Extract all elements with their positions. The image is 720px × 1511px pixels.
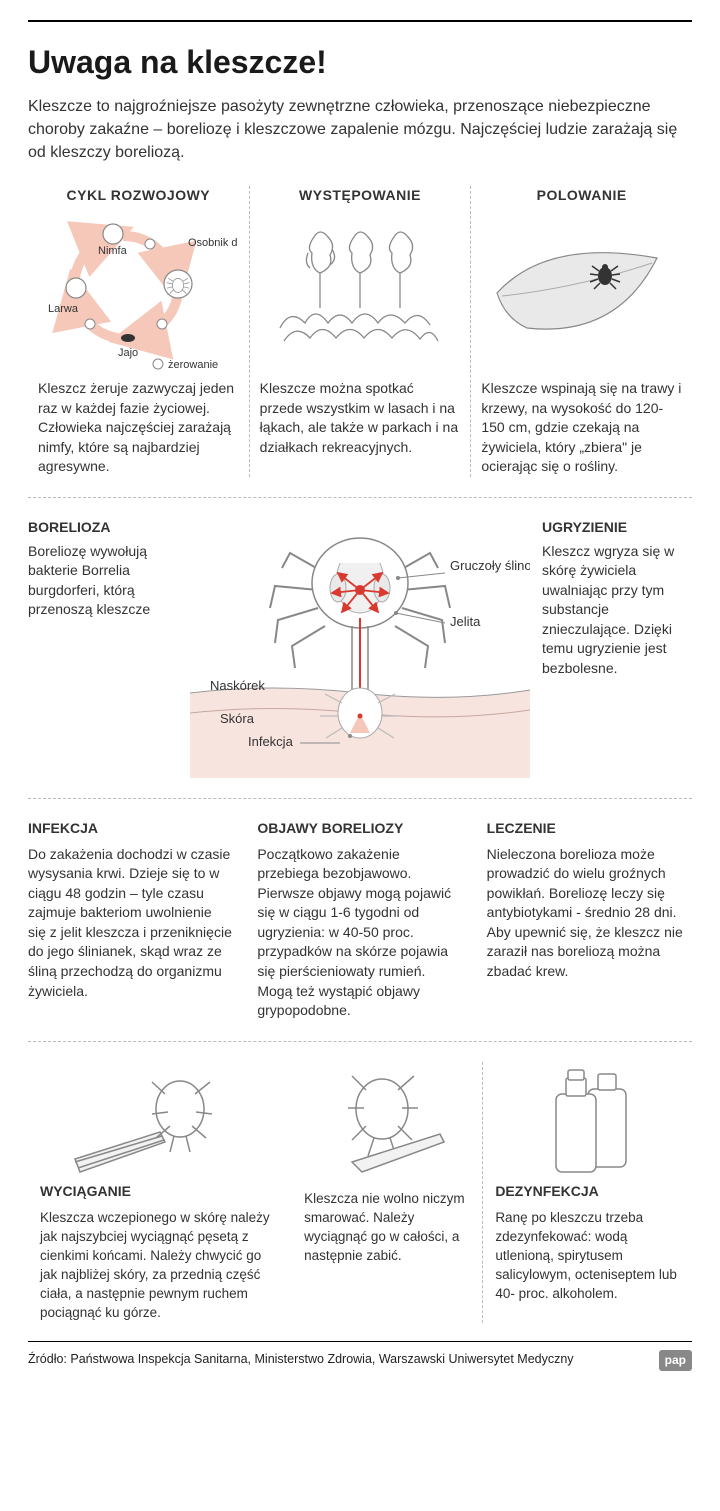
info-row: INFEKCJA Do zakażenia dochodzi w czasie … bbox=[28, 819, 692, 1021]
borelioza-text: Boreliozę wywołują bakterie Borrelia bur… bbox=[28, 542, 178, 620]
objawy-text: Początkowo zakażenie przebiega bezobjawo… bbox=[257, 845, 462, 1021]
lifecycle-figure: Nimfa Osobnik dorosły Larwa Jajo żerowan… bbox=[38, 216, 239, 371]
habitat-figure bbox=[260, 216, 461, 371]
infekcja-block: INFEKCJA Do zakażenia dochodzi w czasie … bbox=[28, 819, 233, 1021]
lifecycle-heading: CYKL ROZWOJOWY bbox=[38, 186, 239, 206]
leczenie-block: LECZENIE Nieleczona borelioza może prowa… bbox=[487, 819, 692, 1021]
col-habitat: WYSTĘPOWANIE bbox=[249, 186, 471, 477]
bottles-figure bbox=[495, 1062, 680, 1182]
borelioza-block: BORELIOZA Boreliozę wywołują bakterie Bo… bbox=[28, 518, 178, 778]
leczenie-heading: LECZENIE bbox=[487, 819, 692, 839]
dash-rule-2 bbox=[28, 798, 692, 799]
borelioza-heading: BORELIOZA bbox=[28, 518, 178, 538]
dezynfekcja-text: Ranę po kleszczu trzeba zdezynfekować: w… bbox=[495, 1209, 680, 1303]
source-row: Źródło: Państwowa Inspekcja Sanitarna, M… bbox=[28, 1341, 692, 1371]
svg-text:Naskórek: Naskórek bbox=[210, 678, 265, 693]
lifecycle-text: Kleszcz żeruje zazwyczaj jeden raz w każ… bbox=[38, 379, 239, 477]
tweezers-svg bbox=[70, 1064, 250, 1179]
svg-text:żerowanie: żerowanie bbox=[168, 359, 218, 371]
dash-rule-1 bbox=[28, 497, 692, 498]
knife-svg bbox=[312, 1064, 462, 1179]
dezynfekcja-heading: DEZYNFEKCJA bbox=[495, 1182, 680, 1202]
infekcja-text: Do zakażenia dochodzi w czasie wysysania… bbox=[28, 845, 233, 1002]
col-lifecycle: CYKL ROZWOJOWY bbox=[28, 186, 249, 477]
objawy-heading: OBJAWY BORELIOZY bbox=[257, 819, 462, 839]
habitat-heading: WYSTĘPOWANIE bbox=[260, 186, 461, 206]
anatomy-figure: Naskórek Skóra bbox=[188, 518, 532, 778]
dash-rule-3 bbox=[28, 1041, 692, 1042]
bite-section: BORELIOZA Boreliozę wywołują bakterie Bo… bbox=[28, 518, 692, 778]
ugryzienie-heading: UGRYZIENIE bbox=[542, 518, 692, 538]
svg-text:Jajo: Jajo bbox=[118, 347, 138, 359]
dezynfekcja-block: DEZYNFEKCJA Ranę po kleszczu trzeba zdez… bbox=[482, 1062, 692, 1323]
habitat-text: Kleszcze można spotkać przede wszystkim … bbox=[260, 379, 461, 457]
tweezers-figure bbox=[40, 1062, 280, 1182]
objawy-block: OBJAWY BORELIOZY Początkowo zakażenie pr… bbox=[257, 819, 462, 1021]
col-hunting: POLOWANIE Kleszcze wspinają s bbox=[470, 186, 692, 477]
pap-logo: pap bbox=[659, 1350, 692, 1371]
removal-row: WYCIĄGANIE Kleszcza wczepionego w skórę … bbox=[28, 1062, 692, 1323]
leaf-svg bbox=[487, 228, 677, 358]
wyciaganie-block: WYCIĄGANIE Kleszcza wczepionego w skórę … bbox=[28, 1062, 292, 1323]
lifecycle-svg: Nimfa Osobnik dorosły Larwa Jajo żerowan… bbox=[38, 216, 238, 371]
svg-text:Larwa: Larwa bbox=[48, 303, 79, 315]
top-rule bbox=[28, 20, 692, 22]
anatomy-svg: Naskórek Skóra bbox=[190, 518, 530, 778]
leczenie-text: Nieleczona borelioza może prowadzić do w… bbox=[487, 845, 692, 982]
svg-text:Jelita: Jelita bbox=[450, 614, 481, 629]
ugryzienie-block: UGRYZIENIE Kleszcz wgryza się w skórę ży… bbox=[542, 518, 692, 778]
bottles-svg bbox=[518, 1064, 658, 1179]
svg-text:Osobnik dorosły: Osobnik dorosły bbox=[188, 237, 238, 249]
hunting-heading: POLOWANIE bbox=[481, 186, 682, 206]
infekcja-heading: INFEKCJA bbox=[28, 819, 233, 839]
page-title: Uwaga na kleszcze! bbox=[28, 40, 692, 85]
intro-text: Kleszcze to najgroźniejsze pasożyty zewn… bbox=[28, 95, 692, 165]
hunting-figure bbox=[481, 216, 682, 371]
removal-mid-block: Kleszcza nie wolno niczym smarować. Nale… bbox=[292, 1062, 482, 1323]
svg-text:Infekcja: Infekcja bbox=[248, 734, 294, 749]
removal-mid-text: Kleszcza nie wolno niczym smarować. Nale… bbox=[304, 1190, 470, 1266]
svg-text:Gruczoły ślinowe: Gruczoły ślinowe bbox=[450, 558, 530, 573]
trees-svg bbox=[270, 223, 450, 363]
svg-text:Skóra: Skóra bbox=[220, 711, 255, 726]
source-text: Źródło: Państwowa Inspekcja Sanitarna, M… bbox=[28, 1351, 574, 1369]
knife-figure bbox=[304, 1062, 470, 1182]
wyciaganie-heading: WYCIĄGANIE bbox=[40, 1182, 280, 1202]
hunting-text: Kleszcze wspinają się na trawy i krzewy,… bbox=[481, 379, 682, 477]
ugryzienie-text: Kleszcz wgryza się w skórę żywiciela uwa… bbox=[542, 542, 692, 679]
wyciaganie-text: Kleszcza wczepionego w skórę należy jak … bbox=[40, 1209, 280, 1322]
top-columns: CYKL ROZWOJOWY bbox=[28, 186, 692, 477]
svg-text:Nimfa: Nimfa bbox=[98, 245, 128, 257]
